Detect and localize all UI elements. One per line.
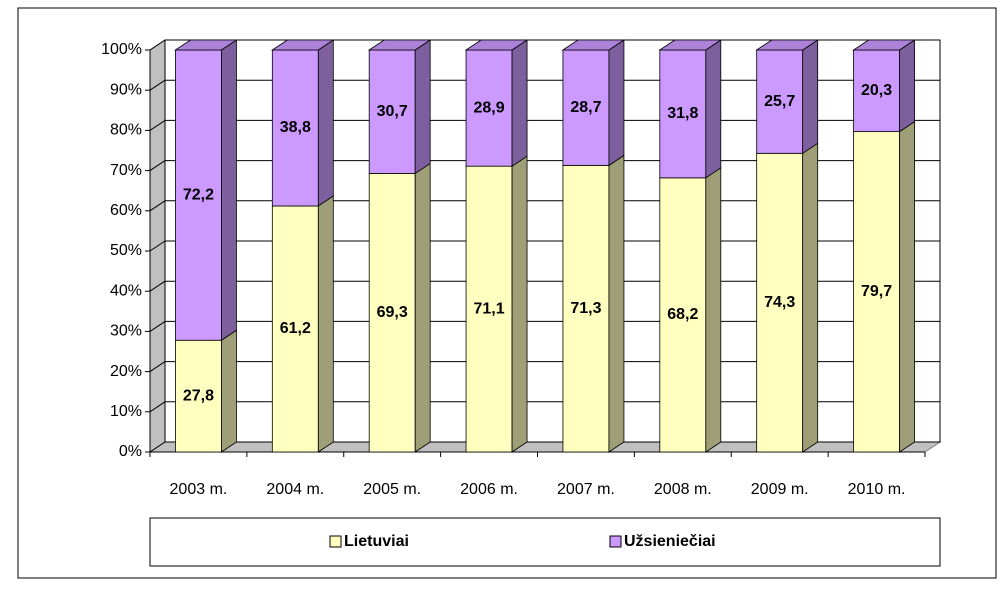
bar-side [221,329,237,453]
bar-side [608,39,625,167]
bar-top [561,39,626,51]
bar [562,164,610,453]
grid-line-side [149,119,166,131]
floor [148,441,942,453]
y-tick-label: 20% [110,363,142,380]
legend-box [149,517,941,567]
x-tick-label: 2008 m. [654,481,712,498]
y-tick-label: 0% [119,443,142,460]
bar-side [705,39,722,179]
grid-line-side [149,361,166,373]
bar-side [899,120,915,453]
data-label: 79,7 [861,283,892,300]
x-tick-label: 2007 m. [557,481,615,498]
grid-line-side [149,200,166,212]
bar-top [367,39,432,51]
bar-side [705,167,722,453]
bar-side [511,39,528,167]
data-label: 20,3 [861,82,892,99]
bar-side [802,142,819,453]
legend-label: Lietuviai [344,533,409,550]
bar-side [221,39,237,341]
bar-top [755,39,820,51]
data-label: 74,3 [764,294,795,311]
bar-side [317,39,334,207]
bar-top [464,39,529,51]
data-label: 27,8 [183,387,214,404]
bar [853,49,900,133]
data-label: 25,7 [764,93,795,110]
data-label: 30,7 [377,103,408,120]
bar [756,152,804,453]
data-label: 61,2 [280,320,311,337]
x-tick-label: 2010 m. [848,481,906,498]
grid-line-side [149,320,166,332]
bar [368,173,416,453]
y-tick-label: 70% [110,162,142,179]
grid-line-side [149,160,166,172]
y-tick-label: 50% [110,242,142,259]
bar [175,49,222,341]
bar [175,339,222,453]
bar-side [414,162,431,453]
data-label: 68,2 [667,306,698,323]
bar-top [174,39,238,51]
grid-line-side [149,39,166,51]
x-tick-label: 2005 m. [363,481,421,498]
bar [659,49,707,179]
data-label: 71,1 [473,300,504,317]
bar [465,165,513,453]
y-tick-label: 30% [110,323,142,340]
y-tick-label: 60% [110,202,142,219]
bar-side [414,39,431,175]
x-tick-label: 2006 m. [460,481,518,498]
bar [659,177,707,453]
bar-side [608,154,625,453]
data-label: 72,2 [183,186,214,203]
bar-side [511,155,528,453]
bar-side [317,195,334,453]
bar [465,49,513,167]
legend-swatch [329,535,342,548]
data-label: 69,3 [377,304,408,321]
y-tick-label: 40% [110,282,142,299]
bar-side [899,39,915,133]
grid-line-side [149,280,166,292]
bar-side [802,39,819,155]
bar [368,49,416,174]
bar-top [658,39,723,51]
grid-line-side [149,441,166,453]
x-tick-label: 2004 m. [266,481,324,498]
grid-line-side [149,240,166,252]
data-label: 28,9 [473,99,504,116]
data-label: 38,8 [280,119,311,136]
legend-label: Užsieniečiai [624,533,716,550]
data-label: 28,7 [570,99,601,116]
y-tick-label: 100% [101,41,142,58]
legend-swatch [609,535,622,548]
bar [562,49,610,166]
y-tick-label: 10% [110,403,142,420]
bar-top [270,39,335,51]
grid-line-side [149,401,166,413]
x-tick-label: 2009 m. [751,481,809,498]
data-label: 71,3 [570,300,601,317]
y-tick-label: 80% [110,122,142,139]
bar-top [852,39,916,51]
y-tick-label: 90% [110,81,142,98]
x-tick-label: 2003 m. [170,481,228,498]
grid-line-side [149,79,166,91]
data-label: 31,8 [667,105,698,122]
